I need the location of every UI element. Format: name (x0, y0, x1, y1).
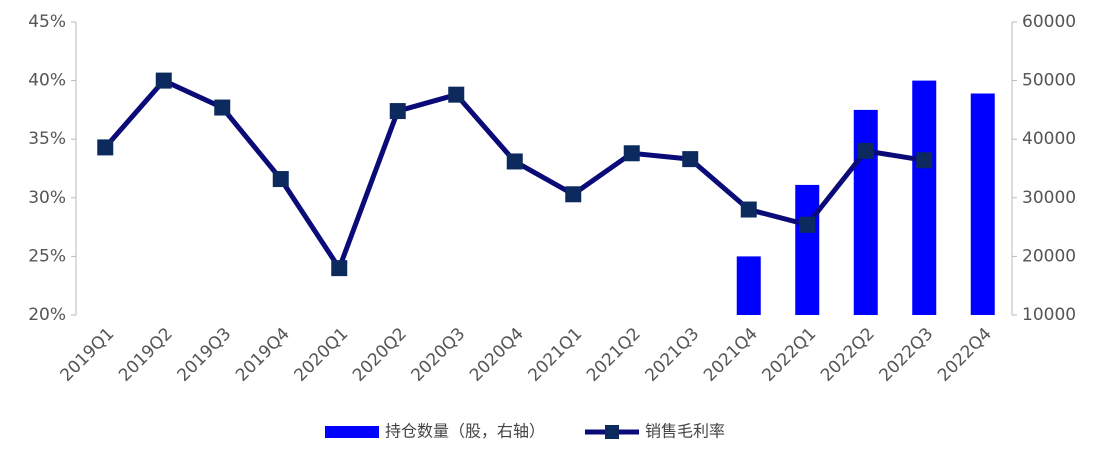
line-marker (565, 186, 582, 203)
x-tick-label: 2021Q2 (583, 324, 645, 386)
y2-tick-label: 10000 (1022, 305, 1076, 325)
line-marker (272, 171, 289, 188)
y2-tick-label: 30000 (1022, 188, 1076, 208)
line-marker (155, 72, 172, 89)
legend-label: 销售毛利率 (645, 422, 725, 441)
x-tick-label: 2021Q3 (641, 324, 703, 386)
x-tick-label: 2021Q4 (700, 324, 762, 386)
y-tick-label: 20% (28, 305, 66, 325)
y-tick-label: 45% (28, 12, 66, 32)
line-marker (740, 201, 757, 218)
line-marker (331, 260, 348, 277)
y2-tick-label: 40000 (1022, 129, 1076, 149)
x-tick-label: 2022Q4 (934, 324, 996, 386)
x-tick-label: 2020Q3 (407, 324, 469, 386)
x-tick-label: 2019Q2 (115, 324, 177, 386)
line-marker (682, 151, 699, 168)
x-tick-label: 2020Q2 (349, 324, 411, 386)
x-tick-label: 2019Q4 (232, 324, 294, 386)
bar (970, 93, 995, 315)
bar (912, 80, 937, 315)
x-tick-label: 2022Q3 (875, 324, 937, 386)
bar (853, 109, 878, 316)
x-tick-label: 2021Q1 (524, 324, 586, 386)
y2-tick-label: 20000 (1022, 246, 1076, 266)
line-marker (97, 139, 114, 156)
y-tick-label: 40% (28, 71, 66, 91)
line-marker (799, 216, 816, 233)
line-marker (214, 99, 231, 116)
legend-swatch (605, 425, 620, 439)
x-tick-label: 2022Q2 (817, 324, 879, 386)
legend: 持仓数量（股，右轴） 销售毛利率 (325, 422, 725, 441)
line-marker (448, 86, 465, 103)
line-marker (916, 152, 933, 169)
legend-swatch (325, 426, 379, 438)
line-marker (389, 103, 406, 120)
x-tick-label: 2019Q3 (173, 324, 235, 386)
x-tick-label: 2022Q1 (758, 324, 820, 386)
y2-tick-label: 60000 (1022, 12, 1076, 32)
legend-label: 持仓数量（股，右轴） (385, 422, 545, 441)
y-tick-label: 25% (28, 246, 66, 266)
line-marker (857, 142, 874, 159)
x-tick-label: 2020Q1 (290, 324, 352, 386)
y-tick-label: 30% (28, 188, 66, 208)
line-marker (506, 153, 523, 170)
line-marker (623, 145, 640, 162)
x-tick-label: 2019Q1 (56, 324, 118, 386)
bar (795, 184, 820, 315)
x-tick-label: 2020Q4 (466, 324, 528, 386)
bar (736, 256, 761, 315)
y2-tick-label: 50000 (1022, 71, 1076, 91)
y-tick-label: 35% (28, 129, 66, 149)
